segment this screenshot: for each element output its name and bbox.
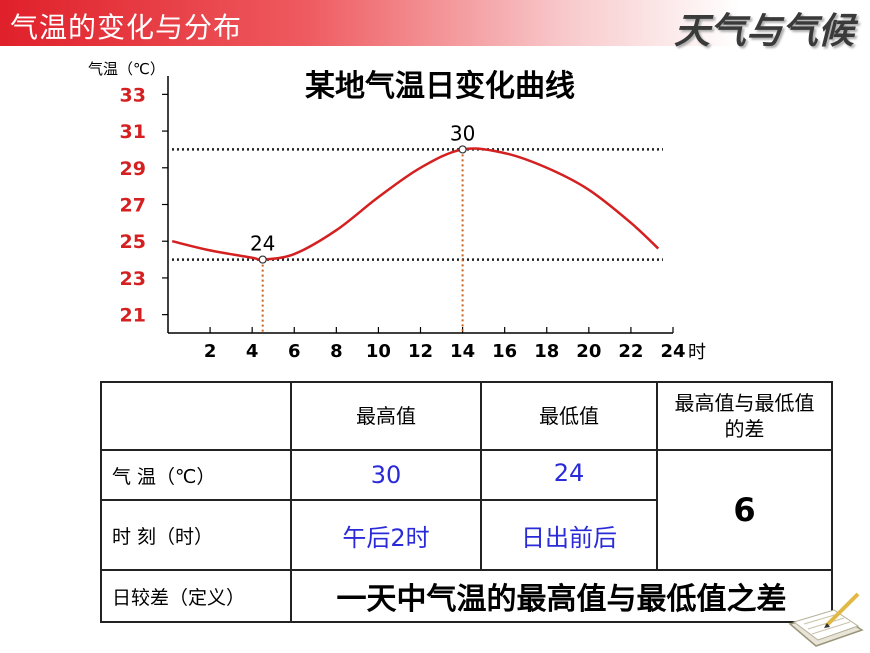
- annotation-label: 30: [450, 121, 475, 145]
- y-tick-label: 21: [120, 305, 146, 327]
- header-max: 最高值: [290, 381, 482, 451]
- annotation-point: [258, 255, 267, 264]
- table-header-blank: [100, 381, 292, 451]
- x-tick-label: 14: [450, 341, 475, 362]
- annotation-label: 24: [250, 232, 275, 256]
- row-definition-label: 日较差（定义）: [100, 569, 292, 623]
- row-temp-label: 气 温（℃）: [100, 449, 292, 501]
- x-tick-label: 2: [204, 341, 217, 362]
- y-tick-label: 33: [120, 84, 146, 106]
- x-tick-label: 24: [660, 341, 685, 362]
- temp-max-value: 30: [290, 449, 482, 501]
- x-tick-label: 8: [330, 341, 343, 362]
- temp-min-value: 24: [480, 449, 658, 501]
- y-tick-label: 23: [120, 268, 146, 290]
- y-tick-label: 31: [120, 121, 146, 143]
- temp-diff-value: 6: [656, 449, 833, 571]
- x-tick-label: 20: [576, 341, 601, 362]
- y-tick-label: 29: [120, 158, 146, 180]
- x-tick-label: 4: [246, 341, 259, 362]
- notebook-icon: [788, 592, 864, 647]
- annotation-point: [458, 145, 467, 154]
- x-tick-label: 12: [408, 341, 433, 362]
- chart-title: 某地气温日变化曲线: [305, 69, 575, 104]
- temperature-curve: [171, 147, 660, 262]
- time-min-value: 日出前后: [480, 499, 658, 571]
- x-tick-label: 16: [492, 341, 517, 362]
- y-tick-label: 27: [120, 195, 146, 217]
- section-title: 天气与气候: [673, 10, 854, 52]
- summary-table: 最高值 最低值 最高值与最低值的差 气 温（℃） 30 24 6 时 刻（时） …: [100, 381, 833, 623]
- x-axis-label: 时: [688, 342, 706, 363]
- x-tick-label: 22: [618, 341, 643, 362]
- slide-title: 气温的变化与分布: [10, 11, 243, 44]
- title-banner: 气温的变化与分布 天气与气候: [0, 0, 870, 52]
- header-min: 最低值: [480, 381, 658, 451]
- x-tick-label: 18: [534, 341, 559, 362]
- header-diff: 最高值与最低值的差: [656, 381, 833, 451]
- x-tick-label: 6: [288, 341, 301, 362]
- definition-text: 一天中气温的最高值与最低值之差: [290, 569, 833, 623]
- row-time-label: 时 刻（时）: [100, 499, 292, 571]
- y-tick-label: 25: [120, 231, 146, 253]
- y-axis-label: 气温（℃）: [88, 60, 165, 78]
- x-tick-label: 10: [366, 341, 391, 362]
- time-max-value: 午后2时: [290, 499, 482, 571]
